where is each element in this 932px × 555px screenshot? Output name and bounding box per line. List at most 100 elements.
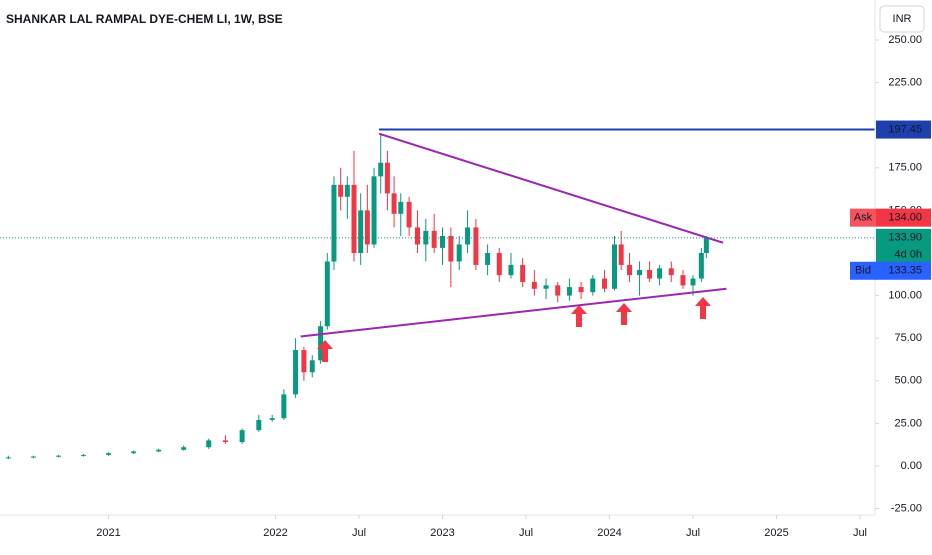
candle-body: [181, 447, 187, 450]
candle-body: [680, 275, 686, 286]
candle-body: [131, 451, 137, 454]
ask-name: Ask: [854, 212, 873, 224]
candle-body: [668, 268, 674, 276]
candle-body: [30, 456, 36, 458]
currency-button[interactable]: [879, 5, 925, 33]
arrows: [317, 297, 711, 362]
candle-body: [318, 326, 324, 361]
candle-body: [371, 176, 377, 245]
candle-body: [508, 264, 514, 276]
y-tick-label: 225.00: [888, 77, 922, 89]
x-tick-label: 2024: [597, 527, 621, 539]
arrow: [571, 305, 587, 327]
x-tick-label: Jul: [352, 527, 366, 539]
x-tick-label: Jul: [686, 527, 700, 539]
candle-body: [351, 184, 357, 253]
arrow: [616, 303, 632, 325]
ask-price-tag: [876, 208, 931, 227]
x-tick-label: 2022: [263, 527, 287, 539]
candle-body: [520, 264, 526, 282]
candle-body: [637, 270, 643, 276]
candle-body: [612, 244, 618, 289]
arrow: [695, 297, 711, 319]
candle-body: [206, 440, 212, 448]
y-tick-label: 25.00: [894, 417, 922, 429]
candle-body: [324, 261, 330, 327]
y-tick-label: 250.00: [888, 34, 922, 46]
x-tick-label: Jul: [853, 527, 867, 539]
candle-body: [703, 237, 709, 253]
currency[interactable]: INR: [893, 13, 912, 25]
candle-body: [448, 235, 454, 262]
candle-body: [344, 184, 350, 197]
candle-body: [384, 162, 390, 194]
x-tick-label: Jul: [519, 527, 533, 539]
candle-body: [55, 455, 61, 457]
last-label: 133.90: [888, 232, 922, 244]
candle-body: [239, 430, 245, 443]
candle-body: [364, 210, 370, 245]
bid-label: 133.35: [888, 265, 922, 277]
candle-body: [80, 454, 86, 456]
candle-body: [555, 285, 561, 296]
level-label: 197.45: [888, 123, 922, 135]
candle-body: [465, 227, 471, 245]
candle-body: [156, 449, 162, 452]
arrow: [317, 340, 333, 362]
y-tick-label: 50.00: [894, 375, 922, 387]
candle-body: [423, 230, 429, 245]
candle-body: [647, 270, 653, 279]
candle-body: [378, 162, 384, 177]
countdown: 4d 0h: [894, 249, 922, 261]
candle-body: [496, 252, 502, 276]
candle-body: [358, 210, 364, 253]
bid-price-tag: [876, 261, 931, 280]
candle-body: [406, 201, 412, 228]
candle-body: [431, 230, 437, 248]
candle-body: [627, 264, 633, 276]
candle-body: [301, 350, 307, 373]
candle-body: [473, 227, 479, 265]
ask-label: 134.00: [888, 212, 922, 224]
candle-body: [485, 252, 491, 265]
candle-body: [331, 184, 337, 262]
candle-body: [338, 184, 344, 197]
candle-body: [269, 418, 275, 420]
candle-body: [398, 201, 404, 214]
ask-tag: [850, 208, 877, 227]
x-tick-label: 2025: [764, 527, 788, 539]
candle-body: [456, 244, 462, 262]
candle-body: [222, 440, 228, 443]
x-tick-label: 2021: [96, 527, 120, 539]
chart-title: SHANKAR LAL RAMPAL DYE-CHEM LI, 1W, BSE: [6, 12, 283, 26]
candle-body: [543, 285, 549, 289]
candle-body: [5, 457, 11, 459]
candle-body: [440, 235, 446, 248]
level-tag: [876, 120, 931, 139]
last-tag: [876, 228, 931, 265]
candle-body: [618, 244, 624, 265]
candle-body: [531, 281, 537, 289]
candle-body: [391, 193, 397, 214]
y-tick-label: 175.00: [888, 162, 922, 174]
candle-body: [698, 252, 704, 279]
candle-body: [414, 227, 420, 245]
candle-body: [657, 268, 663, 279]
trendline: [378, 132, 724, 244]
candle-body: [690, 278, 696, 286]
x-tick-label: 2023: [430, 527, 454, 539]
candle-body: [309, 360, 315, 373]
candle-body: [601, 278, 607, 289]
candle-body: [566, 287, 572, 296]
y-tick-label: 100.00: [888, 289, 922, 301]
candle-body: [578, 287, 584, 293]
candle-body: [106, 453, 112, 455]
candle-body: [281, 394, 287, 419]
candle-body: [590, 278, 596, 293]
y-tick-label: 0.00: [901, 460, 922, 472]
candle-body: [256, 419, 262, 431]
bid-name: Bid: [855, 265, 871, 277]
y-tick-label: -25.00: [891, 502, 922, 514]
